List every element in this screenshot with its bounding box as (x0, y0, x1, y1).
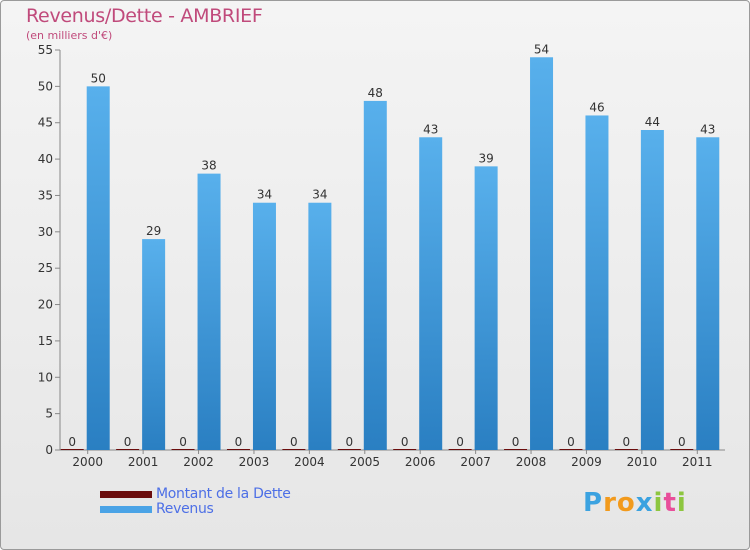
data-label-revenus: 43 (700, 122, 715, 136)
legend-swatch-dette (100, 490, 152, 498)
bar-dette (116, 449, 140, 450)
bar-dette (171, 449, 195, 450)
bar-dette (448, 449, 472, 450)
data-label-dette: 0 (68, 435, 76, 449)
data-label-dette: 0 (345, 435, 353, 449)
bar-dette (559, 449, 583, 450)
y-tick-label: 30 (38, 225, 53, 239)
y-tick-label: 15 (38, 334, 53, 348)
x-tick-label: 2004 (294, 455, 325, 469)
data-label-revenus: 38 (201, 159, 216, 173)
chart-subtitle: (en milliers d'€) (26, 29, 113, 42)
logo-letter: x (635, 488, 654, 518)
bar-revenus (585, 115, 609, 451)
x-tick-label: 2000 (72, 455, 103, 469)
data-label-dette: 0 (401, 435, 409, 449)
logo-letter: r (603, 488, 617, 518)
data-label-dette: 0 (456, 435, 464, 449)
chart-axes: 0 5 10 15 20 25 30 35 40 45 50 55 2000 2001 2002 2003 20… (38, 43, 725, 469)
chart-bars (60, 57, 720, 451)
bar-dette (614, 449, 638, 450)
x-tick-label: 2001 (128, 455, 159, 469)
bar-revenus (696, 137, 720, 451)
bar-revenus (419, 137, 443, 451)
y-tick-label: 35 (38, 188, 53, 202)
bar-revenus (474, 166, 498, 450)
x-tick-label: 2007 (460, 455, 491, 469)
bar-revenus (308, 202, 332, 450)
data-label-revenus: 54 (534, 42, 549, 56)
x-tick-label: 2008 (516, 455, 547, 469)
bar-dette (393, 449, 417, 450)
x-tick-label: 2002 (183, 455, 214, 469)
legend-label-dette: Montant de la Dette (156, 486, 291, 502)
y-tick-label: 10 (38, 370, 53, 384)
data-label-revenus: 39 (478, 151, 493, 165)
data-label-revenus: 44 (645, 115, 660, 129)
bar-dette (226, 449, 250, 450)
legend-item-dette: Montant de la Dette (100, 486, 291, 502)
bar-revenus (197, 173, 221, 451)
y-tick-label: 25 (38, 261, 53, 275)
data-label-dette: 0 (512, 435, 520, 449)
chart-data-labels: 0 50 0 29 0 38 0 34 0 34 0 48 0 43 0 39 0 54 0 46 0 44 0 43 (68, 42, 715, 449)
bar-revenus (142, 239, 166, 450)
logo-letter: o (616, 488, 636, 518)
data-label-revenus: 46 (589, 100, 604, 114)
x-tick-label: 2006 (405, 455, 436, 469)
data-label-dette: 0 (623, 435, 631, 449)
y-tick-label: 20 (38, 298, 53, 312)
x-tick-label: 2010 (627, 455, 658, 469)
data-label-revenus: 34 (257, 188, 272, 202)
y-tick-label: 40 (38, 152, 53, 166)
data-label-dette: 0 (179, 435, 187, 449)
data-label-dette: 0 (678, 435, 686, 449)
proxiti-logo: Proxiti (583, 488, 687, 518)
y-tick-label: 50 (38, 79, 53, 93)
logo-letter: P (583, 488, 604, 518)
logo-letter: t (663, 488, 677, 518)
data-label-revenus: 50 (91, 71, 106, 85)
legend-swatch-revenus (100, 505, 152, 513)
data-label-revenus: 43 (423, 122, 438, 136)
chart-title: Revenus/Dette - AMBRIEF (26, 5, 263, 27)
logo-letter: i (676, 488, 687, 518)
bar-revenus (86, 86, 110, 450)
data-label-dette: 0 (235, 435, 243, 449)
bar-revenus (640, 130, 664, 450)
data-label-revenus: 34 (312, 188, 327, 202)
x-tick-label: 2003 (239, 455, 270, 469)
bar-dette (282, 449, 306, 450)
bar-dette (337, 449, 361, 450)
bar-revenus (530, 57, 554, 450)
x-tick-label: 2011 (682, 455, 713, 469)
data-label-dette: 0 (290, 435, 298, 449)
y-tick-label: 5 (45, 407, 53, 421)
y-tick-label: 45 (38, 116, 53, 130)
bar-dette (60, 449, 84, 450)
data-label-dette: 0 (124, 435, 132, 449)
legend-label-revenus: Revenus (156, 501, 214, 517)
logo-letter: i (653, 488, 664, 518)
x-tick-label: 2009 (571, 455, 602, 469)
data-label-revenus: 29 (146, 224, 161, 238)
y-tick-label: 0 (45, 443, 53, 457)
bar-revenus (252, 202, 276, 450)
legend-item-revenus: Revenus (100, 501, 214, 517)
bar-dette (504, 449, 528, 450)
y-tick-label: 55 (38, 43, 53, 57)
x-tick-label: 2005 (350, 455, 381, 469)
data-label-revenus: 48 (368, 86, 383, 100)
bar-revenus (363, 100, 387, 450)
data-label-dette: 0 (567, 435, 575, 449)
bar-dette (670, 449, 694, 450)
